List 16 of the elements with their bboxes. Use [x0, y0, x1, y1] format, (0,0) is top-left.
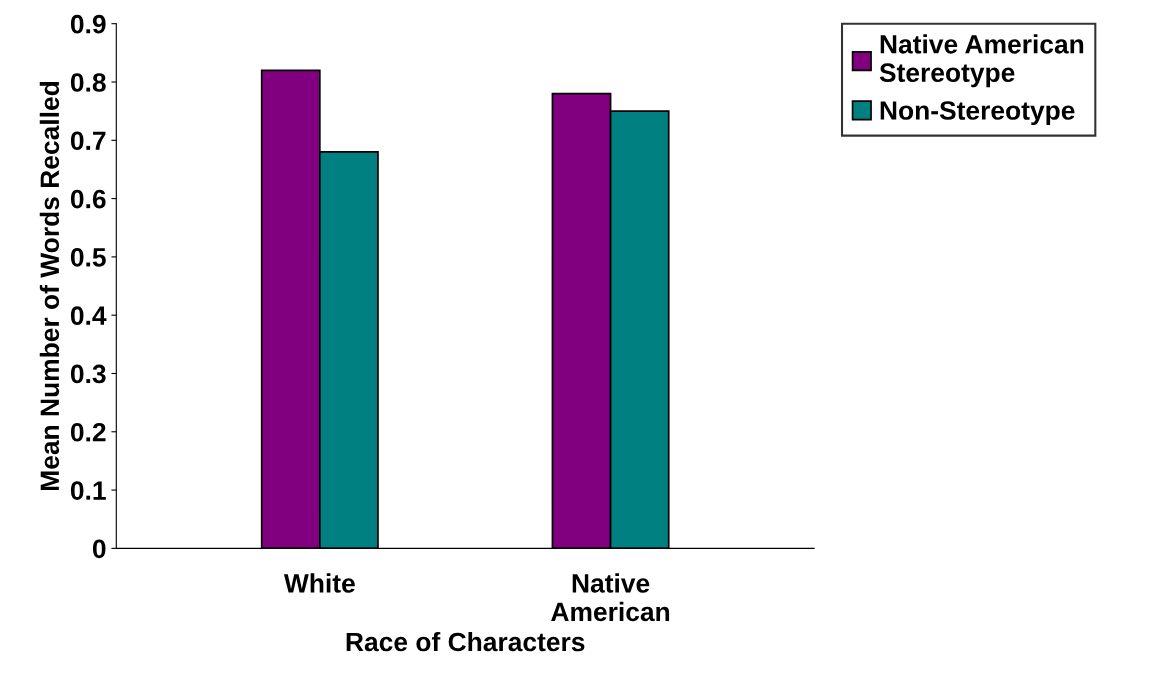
- y-tick-label: 0.6: [70, 189, 106, 209]
- y-tick-label: 0: [92, 539, 106, 559]
- x-axis-title: Race of Characters: [346, 631, 585, 652]
- y-tick-label: 0.1: [70, 481, 106, 500]
- x-tick-label: White: [283, 573, 355, 593]
- x-tick-label: Native American: [551, 573, 670, 622]
- y-axis-title: Mean Number of Words Recalled: [39, 81, 60, 491]
- y-tick-label: 0.7: [70, 131, 106, 151]
- legend-label: Non-Stereotype: [880, 101, 1075, 126]
- y-tick-label: 0.3: [70, 364, 106, 384]
- y-tick-label: 0.8: [70, 73, 106, 92]
- y-tick-label: 0.2: [70, 422, 106, 442]
- legend-label: Native American Stereotype: [879, 34, 1084, 88]
- y-tick-label: 0.4: [70, 306, 107, 325]
- y-tick-label: 0.5: [70, 248, 106, 267]
- y-tick-label: 0.9: [70, 14, 106, 34]
